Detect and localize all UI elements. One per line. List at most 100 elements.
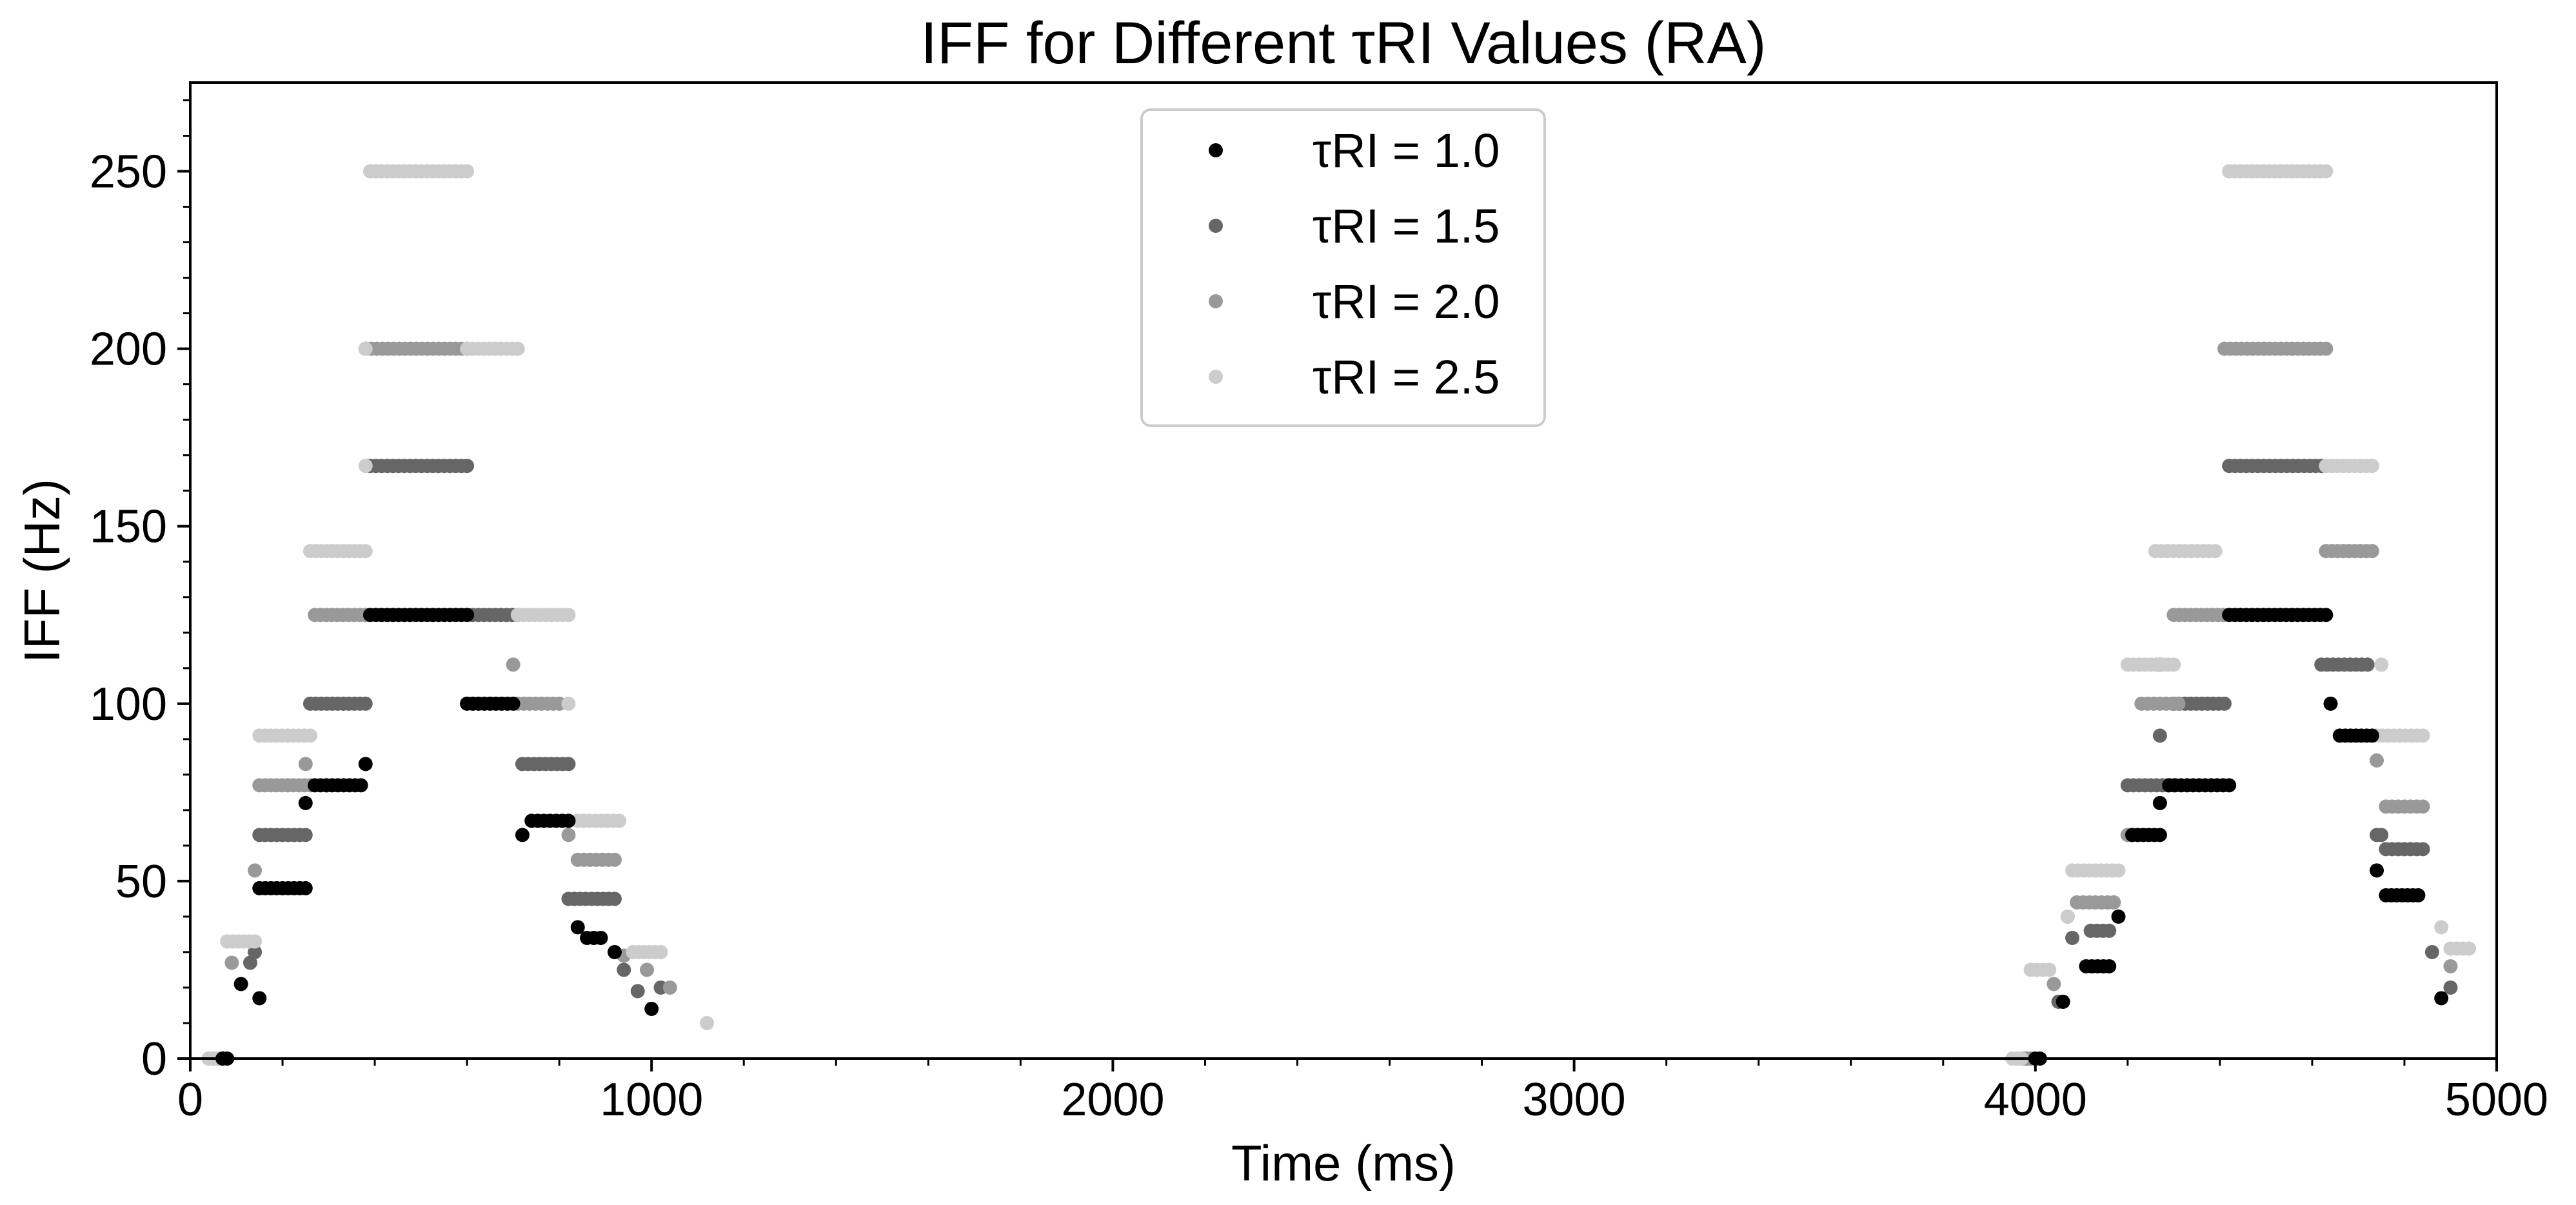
- data-point: [2056, 994, 2070, 1009]
- data-point: [2323, 696, 2338, 711]
- data-point: [2319, 341, 2333, 356]
- data-point: [2415, 728, 2430, 743]
- data-point: [460, 608, 475, 622]
- data-point: [2222, 778, 2237, 793]
- data-point: [662, 980, 677, 995]
- data-point: [2374, 828, 2389, 842]
- data-point: [358, 696, 373, 711]
- legend-box: [1140, 108, 1546, 427]
- data-point: [2424, 944, 2439, 959]
- data-point: [2217, 696, 2232, 711]
- data-point: [252, 991, 267, 1006]
- data-point: [2166, 657, 2181, 672]
- y-axis: 0 50 100 150 200 250: [90, 99, 190, 1085]
- data-point: [607, 944, 622, 959]
- data-point: [302, 728, 317, 743]
- data-point: [2443, 980, 2458, 995]
- series-1: [215, 608, 2449, 1066]
- data-point: [617, 962, 631, 977]
- series-4: [201, 164, 2477, 1066]
- data-point: [2171, 696, 2186, 711]
- legend-marker-3: [1209, 294, 1223, 308]
- data-point: [2060, 909, 2075, 924]
- series-2: [206, 459, 2458, 1066]
- x-tick-label-2: 2000: [1061, 1074, 1164, 1126]
- data-point: [248, 944, 263, 959]
- data-point: [2152, 728, 2167, 743]
- data-point: [640, 962, 655, 977]
- data-point: [561, 813, 576, 828]
- data-point: [515, 828, 530, 842]
- data-point: [2319, 608, 2333, 622]
- data-point: [358, 341, 373, 356]
- x-tick-label-4: 4000: [1984, 1074, 2087, 1126]
- y-tick-label-5: 250: [90, 146, 167, 198]
- data-point: [593, 930, 608, 945]
- data-point: [561, 757, 576, 772]
- x-tick-label-1: 1000: [600, 1074, 703, 1126]
- data-point: [2046, 977, 2061, 991]
- data-point: [298, 881, 313, 895]
- data-point: [298, 757, 313, 772]
- legend-label-1: τRI = 1.0: [1313, 124, 1500, 177]
- data-point: [2370, 753, 2384, 768]
- plot-frame: [189, 81, 2498, 1060]
- data-point: [653, 944, 668, 959]
- x-axis-label: Time (ms): [1231, 1135, 1456, 1191]
- data-point: [233, 977, 248, 991]
- data-point: [2434, 991, 2449, 1006]
- x-tick-label-5: 5000: [2445, 1074, 2548, 1126]
- data-point: [2462, 941, 2477, 956]
- data-point: [243, 955, 257, 970]
- data-point: [2111, 863, 2126, 878]
- data-point: [2111, 909, 2126, 924]
- x-tick-label-0: 0: [177, 1074, 203, 1126]
- data-point: [607, 891, 622, 906]
- data-point: [358, 757, 373, 772]
- data-point: [358, 459, 373, 473]
- data-point: [224, 955, 239, 970]
- series-3: [201, 341, 2458, 1066]
- data-point: [630, 984, 645, 999]
- data-point: [2364, 459, 2379, 473]
- data-point: [2102, 923, 2117, 938]
- legend-marker-2: [1209, 219, 1223, 233]
- data-point: [2434, 920, 2449, 935]
- legend-marker-1: [1209, 143, 1223, 157]
- data-point: [2370, 863, 2384, 878]
- data-point: [2360, 657, 2375, 672]
- data-point: [2364, 728, 2379, 743]
- data-point: [607, 852, 622, 867]
- data-point: [2319, 164, 2333, 179]
- y-axis-label: IFF (Hz): [14, 479, 70, 663]
- data-point: [298, 795, 313, 810]
- data-point: [612, 813, 627, 828]
- data-point: [561, 696, 576, 711]
- data-point: [700, 1015, 715, 1030]
- data-point: [2208, 544, 2223, 559]
- x-tick-label-3: 3000: [1523, 1074, 1626, 1126]
- x-axis: 0 1000 2000 3000 4000 5000: [177, 1059, 2548, 1126]
- legend: τRI = 1.0 τRI = 1.5 τRI = 2.0 τRI = 2.5: [1140, 108, 1546, 427]
- data-point: [248, 863, 263, 878]
- legend-label-2: τRI = 1.5: [1313, 199, 1500, 253]
- data-point: [2065, 930, 2080, 945]
- data-point: [460, 459, 475, 473]
- data-point: [2152, 795, 2167, 810]
- data-point: [2415, 842, 2430, 857]
- data-point: [570, 920, 585, 935]
- y-tick-label-1: 50: [115, 856, 167, 908]
- data-point: [460, 164, 475, 179]
- data-point: [2443, 959, 2458, 973]
- legend-marker-4: [1209, 370, 1223, 384]
- y-tick-label-0: 0: [141, 1033, 167, 1085]
- data-point: [248, 934, 263, 949]
- data-point: [2042, 962, 2057, 977]
- data-point: [561, 828, 576, 842]
- legend-label-4: τRI = 2.5: [1313, 350, 1500, 404]
- data-point: [506, 657, 520, 672]
- data-point: [2102, 959, 2117, 973]
- y-tick-label-4: 200: [90, 324, 167, 375]
- data-point: [2411, 888, 2426, 902]
